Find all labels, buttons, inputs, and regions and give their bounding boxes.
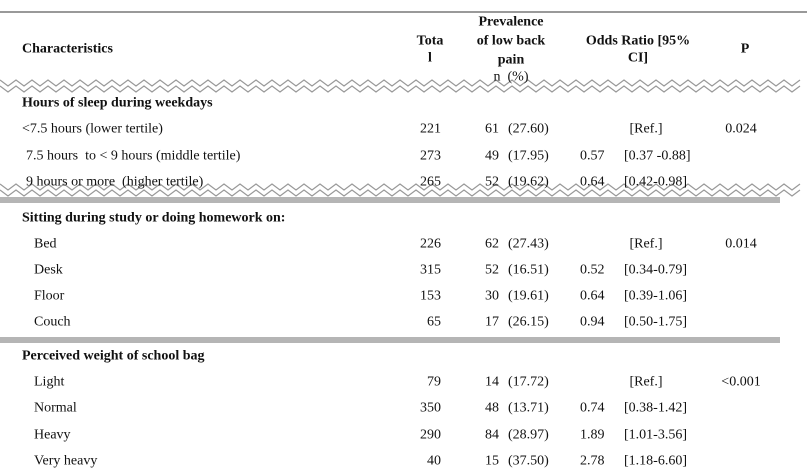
cell-or: 0.94: [580, 314, 605, 330]
cell-total: 153: [420, 288, 441, 304]
cell-pct: (19.62): [508, 174, 549, 190]
cell-ci: [0.39-1.06]: [624, 288, 687, 304]
section-title: Perceived weight of school bag: [22, 348, 205, 364]
section-title: Sitting during study or doing homework o…: [22, 210, 286, 226]
header-cell: P: [740, 41, 750, 57]
cell-pct: (17.72): [508, 374, 549, 390]
cell-p: 0.014: [725, 236, 757, 252]
cell-n: 15: [485, 453, 499, 469]
cell-total: 226: [420, 236, 441, 252]
cell-or: 0.57: [580, 148, 605, 164]
cell-or: 0.64: [580, 174, 605, 190]
tear: [0, 81, 807, 89]
row-label: 7.5 hours to < 9 hours (middle tertile): [26, 148, 241, 164]
row-label: Desk: [34, 262, 63, 278]
cell-or: 2.78: [580, 453, 605, 469]
cell-total: 221: [420, 121, 441, 137]
cell-pct: (28.97): [508, 427, 549, 443]
cell-n: 52: [485, 174, 499, 190]
cell-ci: [Ref.]: [629, 236, 663, 252]
cell-pct: (16.51): [508, 262, 549, 278]
cell-ci: [0.34-0.79]: [624, 262, 687, 278]
cell-n: 48: [485, 400, 499, 416]
cell-p: <0.001: [721, 374, 761, 390]
cell-pct: (17.95): [508, 148, 549, 164]
cell-total: 350: [420, 400, 441, 416]
cell-n: 17: [485, 314, 499, 330]
header-cell: n (%): [493, 69, 529, 85]
tear-edge: [0, 183, 801, 191]
row-label: Normal: [34, 400, 77, 416]
cell-pct: (27.60): [508, 121, 549, 137]
cell-total: 65: [427, 314, 441, 330]
cell-total: 273: [420, 148, 441, 164]
tear-edge: [0, 189, 801, 197]
cell-or: 0.74: [580, 400, 605, 416]
header-cell: Odds Ratio [95%: [585, 33, 691, 49]
header-cell: pain: [497, 52, 525, 68]
cell-n: 14: [485, 374, 499, 390]
row-label: <7.5 hours (lower tertile): [22, 121, 163, 137]
header-cell: of low back: [476, 33, 546, 49]
row-label: 9 hours or more (higher tertile): [26, 174, 204, 190]
cell-pct: (26.15): [508, 314, 549, 330]
cell-n: 84: [485, 427, 499, 443]
cell-n: 61: [485, 121, 499, 137]
row-label: Very heavy: [34, 453, 98, 469]
tear-edge: [0, 79, 801, 87]
header-cell: Tota: [416, 33, 444, 49]
cell-pct: (19.61): [508, 288, 549, 304]
cell-n: 62: [485, 236, 499, 252]
cell-or: 1.89: [580, 427, 605, 443]
row-label: Light: [34, 374, 65, 390]
cell-total: 79: [427, 374, 441, 390]
cell-pct: (13.71): [508, 400, 549, 416]
section-title: Hours of sleep during weekdays: [22, 95, 213, 111]
cell-ci: [0.42-0.98]: [624, 174, 687, 190]
cell-n: 30: [485, 288, 499, 304]
cell-n: 52: [485, 262, 499, 278]
cell-total: 40: [427, 453, 441, 469]
cell-pct: (37.50): [508, 453, 549, 469]
cell-ci: [1.01-3.56]: [624, 427, 687, 443]
cell-ci: [Ref.]: [629, 374, 663, 390]
row-label: Heavy: [34, 427, 71, 443]
header-cell: l: [428, 50, 432, 66]
row-label: Couch: [34, 314, 71, 330]
section-divider: [0, 337, 780, 343]
cell-ci: [0.37 -0.88]: [624, 148, 691, 164]
row-label: Floor: [34, 288, 65, 304]
cell-ci: [1.18-6.60]: [624, 453, 687, 469]
header-cell: Prevalence: [478, 14, 544, 30]
section-divider: [0, 197, 780, 203]
cell-ci: [Ref.]: [629, 121, 663, 137]
cell-p: 0.024: [725, 121, 757, 137]
cell-n: 49: [485, 148, 499, 164]
cell-total: 290: [420, 427, 441, 443]
cell-or: 0.64: [580, 288, 605, 304]
header-cell: CI]: [627, 50, 649, 66]
cell-total: 315: [420, 262, 441, 278]
tear-edge: [0, 85, 801, 93]
cell-pct: (27.43): [508, 236, 549, 252]
header-cell: Characteristics: [22, 41, 113, 57]
cell-total: 265: [420, 174, 441, 190]
cell-ci: [0.50-1.75]: [624, 314, 687, 330]
cell-ci: [0.38-1.42]: [624, 400, 687, 416]
row-label: Bed: [34, 236, 57, 252]
cell-or: 0.52: [580, 262, 605, 278]
